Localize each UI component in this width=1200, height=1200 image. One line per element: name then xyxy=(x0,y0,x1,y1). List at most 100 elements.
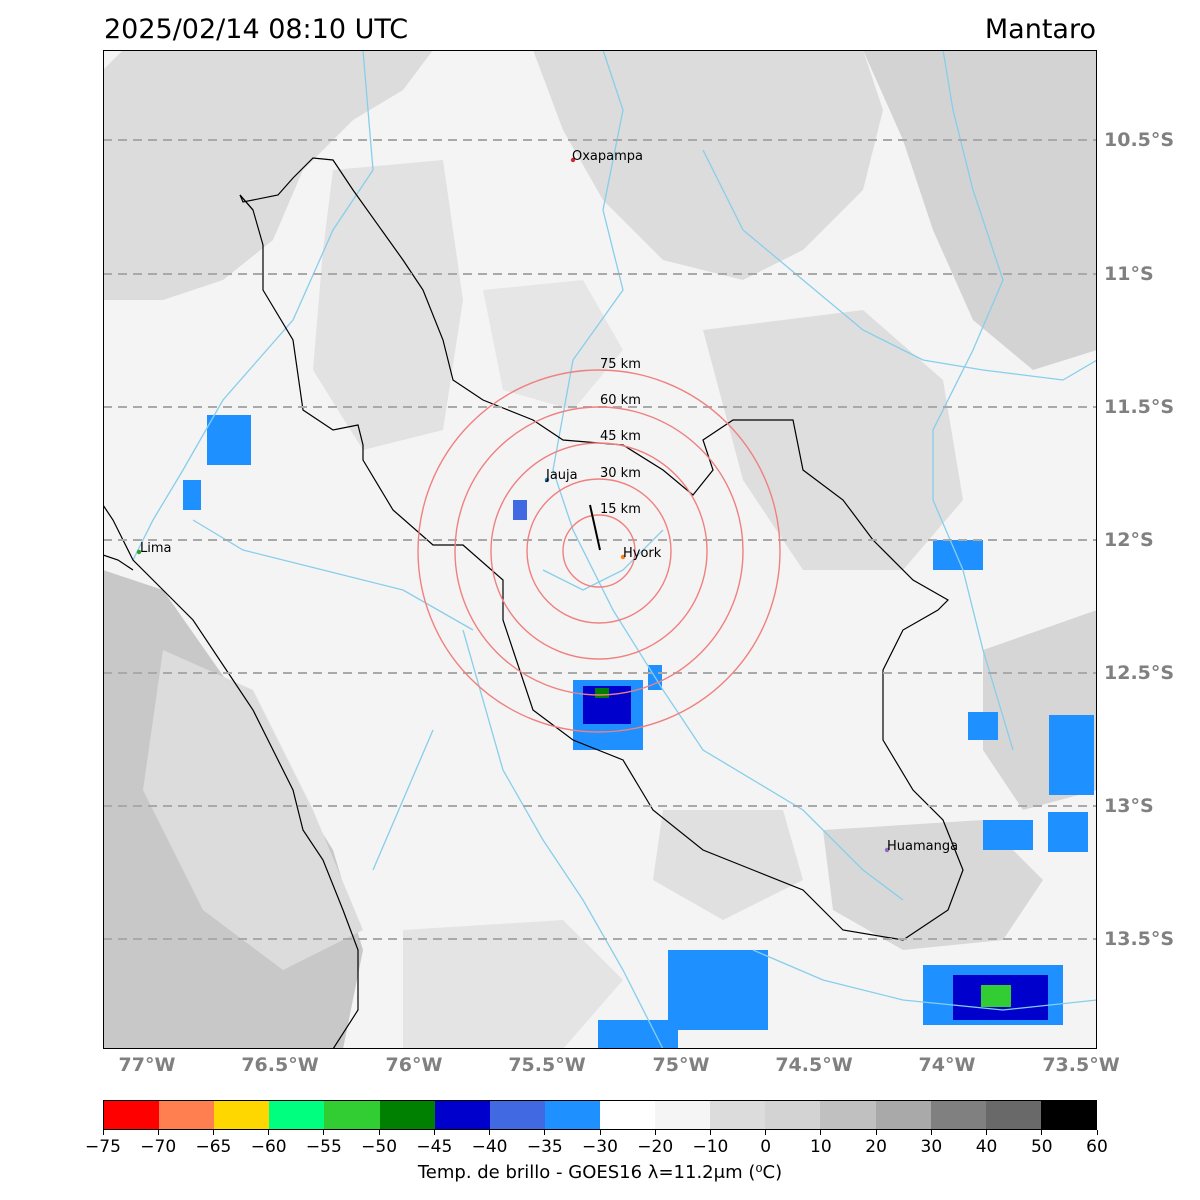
cold-cell xyxy=(981,985,1011,1007)
colorbar-tick xyxy=(930,1130,932,1135)
cold-cell xyxy=(1048,812,1088,852)
colorbar-tick-label: −30 xyxy=(582,1137,618,1157)
cities: Oxapampa Jauja Hyork Lima Huamanga xyxy=(136,149,958,854)
river xyxy=(372,729,434,871)
lat-label: 11°S xyxy=(1104,263,1154,285)
cloud-patch xyxy=(703,310,963,570)
colorbar-segment xyxy=(214,1101,270,1129)
range-label: 60 km xyxy=(600,393,641,408)
lon-label: 75°W xyxy=(652,1054,710,1076)
range-ring xyxy=(490,442,708,660)
city-marker xyxy=(620,554,626,560)
colorbar-tick-label: −40 xyxy=(471,1137,508,1157)
city-label: Huamanga xyxy=(887,839,958,854)
colorbar-segment xyxy=(765,1101,821,1129)
colorbar-tick-label: −55 xyxy=(305,1137,342,1157)
city-label: Lima xyxy=(140,541,171,556)
colorbar-segment xyxy=(544,1101,600,1129)
lon-label: 75.5°W xyxy=(508,1054,586,1076)
cold-cell xyxy=(1049,715,1094,795)
river xyxy=(752,949,1097,1011)
colorbar-segment xyxy=(434,1101,490,1129)
colorbar-title: Temp. de brillo - GOES16 λ=11.2μm (⁰C) xyxy=(417,1162,783,1183)
colorbar-tick-label: −65 xyxy=(195,1137,232,1157)
rivers xyxy=(132,50,1097,1049)
colorbar-tick-label: −60 xyxy=(250,1137,287,1157)
lat-label: 11.5°S xyxy=(1104,396,1175,418)
cloud-patch xyxy=(103,50,433,300)
colorbar-tick-label: 30 xyxy=(920,1137,943,1157)
colorbar-segment xyxy=(1040,1101,1096,1129)
cloud-field xyxy=(103,50,1097,1049)
range-label: 45 km xyxy=(600,429,641,444)
coastline xyxy=(103,554,134,571)
colorbar-tick xyxy=(709,1130,711,1135)
colorbar-tick xyxy=(599,1130,601,1135)
river xyxy=(542,529,664,591)
colorbar-tick xyxy=(102,1130,104,1135)
city-marker xyxy=(136,549,142,555)
river xyxy=(932,50,1014,751)
map-border xyxy=(103,50,1097,1049)
colorbar-tick-label: −10 xyxy=(692,1137,729,1157)
city-marker xyxy=(570,157,576,163)
cloud-patch xyxy=(143,650,363,970)
lon-label: 76.5°W xyxy=(241,1054,319,1076)
colorbar-tick xyxy=(268,1130,270,1135)
cold-cell xyxy=(595,688,609,698)
basin-boundary xyxy=(239,194,254,211)
colorbar-tick-label: −20 xyxy=(637,1137,674,1157)
colorbar-tick xyxy=(1096,1130,1098,1135)
lon-label: 76°W xyxy=(385,1054,443,1076)
cloud-patch xyxy=(533,50,883,280)
cold-cell xyxy=(183,480,201,510)
lat-label: 13.5°S xyxy=(1104,928,1175,950)
lon-label: 74°W xyxy=(918,1054,976,1076)
colorbar-tick xyxy=(157,1130,159,1135)
colorbar-segment xyxy=(379,1101,435,1129)
lat-gridlines xyxy=(103,139,1097,940)
colorbar-tick-label: 60 xyxy=(1086,1137,1108,1157)
cold-cell xyxy=(207,415,251,465)
colorbar-tick xyxy=(489,1130,491,1135)
river xyxy=(132,50,374,561)
colorbar-segment xyxy=(599,1101,656,1129)
city-label: Hyork xyxy=(623,546,662,561)
colorbar-tick-label: −50 xyxy=(361,1137,398,1157)
colorbar-tick-label: 40 xyxy=(975,1137,998,1157)
cloud-patch xyxy=(483,280,623,410)
colorbar-tick xyxy=(820,1130,822,1135)
city-label: Oxapampa xyxy=(572,149,643,164)
colorbar-tick-label: −70 xyxy=(140,1137,177,1157)
cloud-patch xyxy=(823,820,1043,950)
colorbar-tick xyxy=(544,1130,546,1135)
map-canvas: 15 km 30 km 45 km 60 km 75 km Oxapampa J… xyxy=(103,50,1097,1049)
datetime-title: 2025/02/14 08:10 UTC xyxy=(104,14,409,45)
convective-cells xyxy=(183,415,1094,1049)
cold-cell xyxy=(983,820,1033,850)
range-ring xyxy=(417,369,781,733)
colorbar-tick xyxy=(986,1130,988,1135)
colorbar-tick-label: 0 xyxy=(760,1137,772,1157)
range-label: 75 km xyxy=(600,357,641,372)
colorbar-segment xyxy=(159,1101,215,1129)
city-marker xyxy=(884,847,890,853)
colorbar-tick xyxy=(212,1130,214,1135)
colorbar-segment xyxy=(655,1101,711,1129)
range-label: 15 km xyxy=(600,502,641,517)
lon-label: 74.5°W xyxy=(775,1054,853,1076)
radar-beam-line xyxy=(589,504,601,551)
colorbar-segment xyxy=(269,1101,325,1129)
colorbar-tick-label: −45 xyxy=(416,1137,453,1157)
range-rings xyxy=(417,369,781,733)
colorbar-segment xyxy=(489,1101,545,1129)
city-label: Jauja xyxy=(545,468,578,483)
colorbar-tick-label: −35 xyxy=(526,1137,563,1157)
colorbar-tick xyxy=(323,1130,325,1135)
colorbar-tick-label: 20 xyxy=(865,1137,887,1157)
river xyxy=(462,629,664,1049)
colorbar-segment xyxy=(985,1101,1041,1129)
range-ring-labels: 15 km 30 km 45 km 60 km 75 km xyxy=(600,357,641,517)
colorbar-tick-label: 10 xyxy=(810,1137,832,1157)
colorbar xyxy=(103,1100,1097,1130)
